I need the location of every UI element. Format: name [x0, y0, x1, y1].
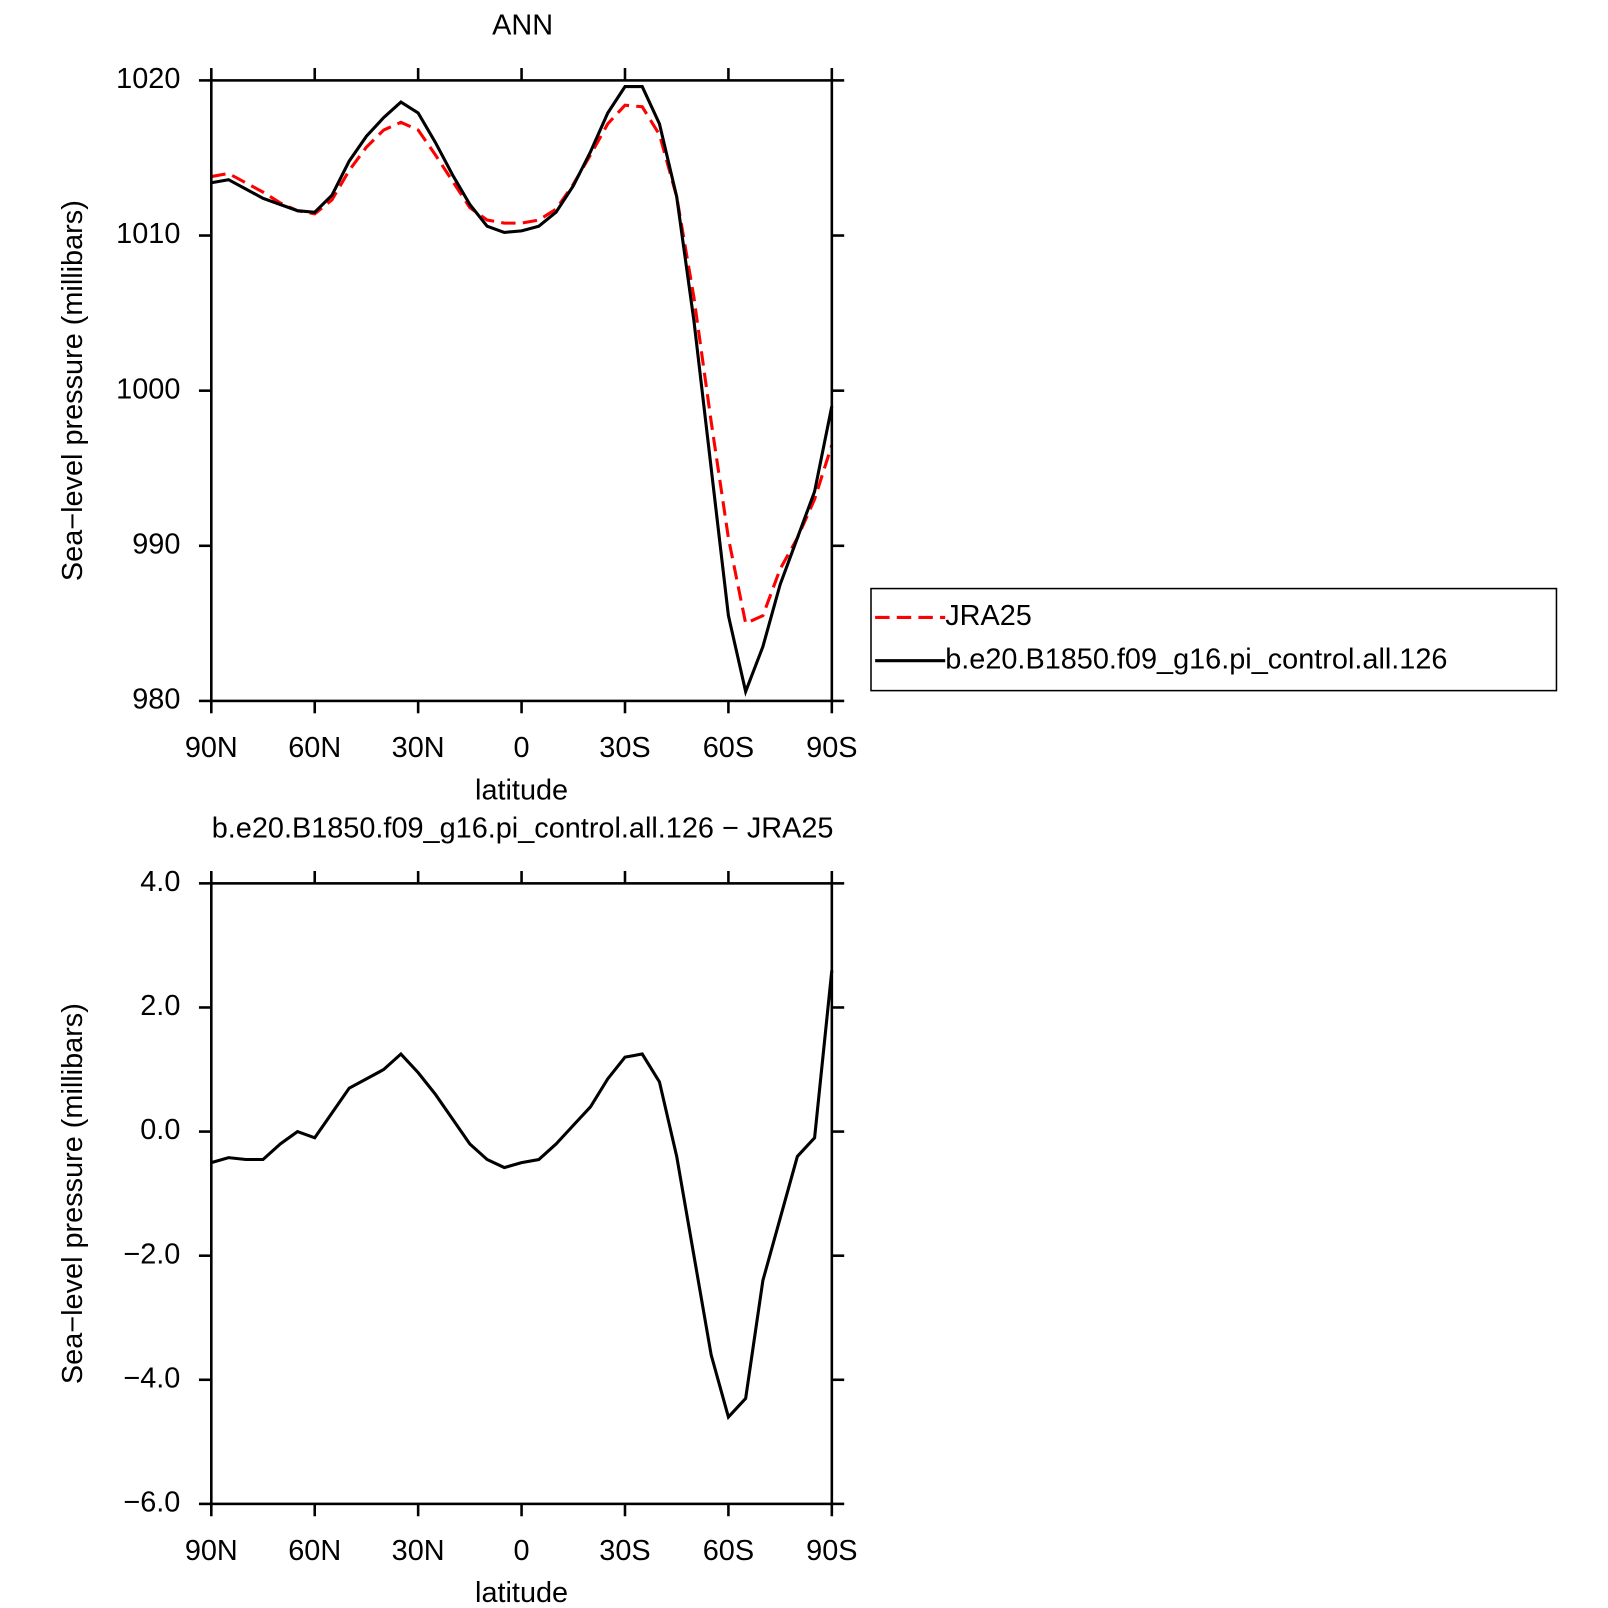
x-tick-label: 60S: [703, 732, 754, 764]
chart-title: ANN: [492, 9, 553, 41]
x-tick-label: 0: [514, 1535, 530, 1567]
x-tick-label: 30N: [392, 732, 445, 764]
y-tick-label: 2.0: [140, 990, 180, 1022]
y-tick-label: 1010: [116, 218, 180, 250]
x-tick-label: 90N: [185, 732, 238, 764]
series-line: [210, 970, 834, 1421]
x-tick-label: 30S: [599, 732, 650, 764]
x-tick-label: 90S: [806, 1535, 857, 1567]
series-line: [211, 103, 834, 626]
legend-box: [870, 587, 1558, 692]
chart-title: b.e20.B1850.f09_g16.pi_control.all.126 −…: [212, 812, 834, 844]
legend-label: JRA25: [945, 600, 1032, 632]
x-tick-label: 60S: [703, 1535, 754, 1567]
series-line: [211, 85, 834, 697]
y-axis-label: Sea−level pressure (millibars): [57, 200, 89, 581]
x-tick-label: 30S: [599, 1535, 650, 1567]
y-axis-label: Sea−level pressure (millibars): [57, 1003, 89, 1384]
x-tick-label: 90N: [185, 1535, 238, 1567]
y-tick-label: 1000: [116, 373, 180, 405]
y-tick-label: −2.0: [123, 1238, 180, 1270]
x-tick-label: 60N: [288, 732, 341, 764]
x-tick-label: 90S: [806, 732, 857, 764]
legend-label: b.e20.B1850.f09_g16.pi_control.all.126: [945, 643, 1447, 675]
plot-frame: [210, 882, 834, 1506]
x-axis-label: latitude: [475, 774, 568, 806]
y-tick-label: −6.0: [123, 1487, 180, 1519]
y-tick-label: 0.0: [140, 1114, 180, 1146]
y-tick-label: 4.0: [140, 866, 180, 898]
x-tick-label: 0: [514, 732, 530, 764]
y-tick-label: −4.0: [123, 1362, 180, 1394]
plot-frame: [210, 79, 834, 703]
x-tick-label: 30N: [392, 1535, 445, 1567]
y-tick-label: 990: [132, 528, 180, 560]
y-tick-label: 1020: [116, 63, 180, 95]
x-tick-label: 60N: [288, 1535, 341, 1567]
y-tick-label: 980: [132, 684, 180, 716]
x-axis-label: latitude: [475, 1577, 568, 1608]
